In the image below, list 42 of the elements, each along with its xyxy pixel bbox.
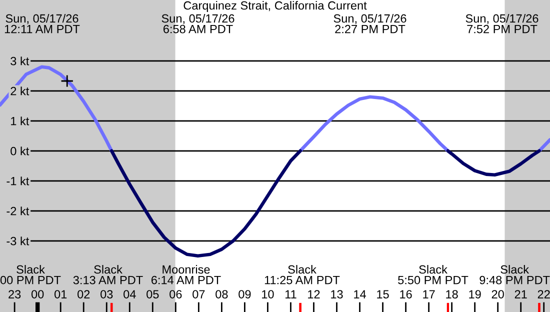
x-tick-label: 00 bbox=[31, 290, 44, 298]
y-tick-label: -2 kt bbox=[6, 206, 30, 216]
annotation: Moonrise 6:14 AM PDT bbox=[151, 265, 221, 284]
annotation: Slack 00 PM PDT bbox=[0, 265, 61, 284]
x-tick-label: 03 bbox=[100, 290, 113, 298]
x-tick-label: 01 bbox=[54, 290, 67, 298]
x-tick-label: 07 bbox=[192, 290, 205, 298]
y-tick-label: 0 kt bbox=[10, 146, 30, 156]
x-tick-label: 04 bbox=[124, 290, 136, 298]
x-tick-label: 17 bbox=[423, 290, 435, 298]
x-tick-label: 22 bbox=[538, 290, 550, 298]
x-tick-label: 15 bbox=[377, 290, 389, 298]
y-tick-label: -1 kt bbox=[6, 176, 30, 186]
annotation: Slack 9:48 PM PDT bbox=[480, 265, 550, 284]
x-tick-label: 06 bbox=[170, 290, 182, 298]
x-tick-label: 09 bbox=[238, 290, 251, 298]
x-tick-label: 10 bbox=[262, 290, 274, 298]
x-tick-label: 14 bbox=[354, 290, 366, 298]
annotation: Sun, 05/17/26 12:11 AM PDT bbox=[4, 14, 80, 34]
annotation: Sun, 05/17/26 6:58 AM PDT bbox=[162, 14, 234, 34]
annotation: Sun, 05/17/26 7:52 PM PDT bbox=[466, 14, 538, 34]
x-tick-label: 23 bbox=[8, 290, 21, 298]
x-tick-label: 16 bbox=[400, 290, 412, 298]
x-tick-label: 12 bbox=[308, 290, 320, 298]
y-tick-label: 3 kt bbox=[10, 56, 30, 66]
chart-title: Carquinez Strait, California Current bbox=[184, 1, 367, 12]
annotation: Slack 5:50 PM PDT bbox=[398, 265, 468, 284]
annotation: Sun, 05/17/26 2:27 PM PDT bbox=[334, 14, 406, 34]
x-tick-label: 19 bbox=[469, 290, 481, 298]
x-tick-label: 05 bbox=[146, 290, 159, 298]
y-tick-label: -3 kt bbox=[6, 236, 30, 246]
y-tick-label: 1 kt bbox=[11, 116, 30, 126]
x-tick-label: 13 bbox=[331, 290, 343, 298]
y-tick-label: 2 kt bbox=[10, 86, 30, 96]
x-tick-label: 18 bbox=[446, 290, 458, 298]
annotation: Slack 3:13 AM PDT bbox=[73, 265, 143, 284]
x-tick-label: 20 bbox=[492, 290, 504, 298]
x-tick-label: 11 bbox=[285, 290, 296, 298]
x-tick-label: 21 bbox=[514, 290, 527, 298]
annotation: Slack 11:25 AM PDT bbox=[264, 265, 340, 284]
x-tick-label: 08 bbox=[216, 290, 228, 298]
x-tick-label: 02 bbox=[78, 290, 90, 298]
